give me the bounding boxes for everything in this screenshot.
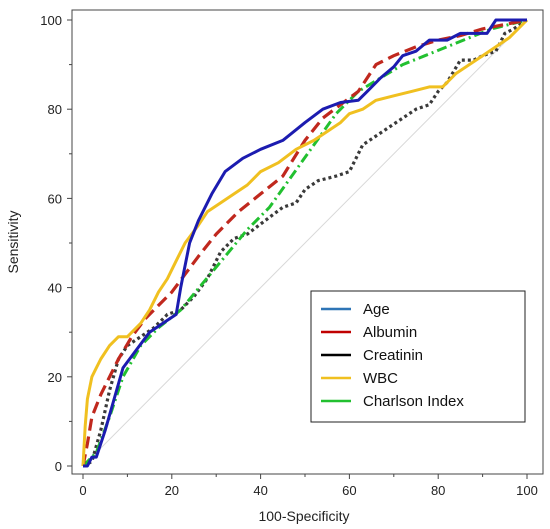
legend: Age Albumin Creatinin WBC Charlson Index: [310, 290, 526, 423]
x-axis-ticks: 0 20 40 60 80 100: [79, 474, 538, 498]
series-layer: [81, 18, 529, 468]
series-line-age: [83, 18, 527, 468]
x-tick-label: 100: [516, 483, 538, 498]
x-tick-label: 60: [342, 483, 356, 498]
legend-label: WBC: [363, 370, 398, 387]
x-axis-label: 100-Specificity: [258, 508, 349, 524]
legend-label: Creatinin: [363, 347, 423, 364]
x-tick-label: 20: [165, 483, 179, 498]
y-tick-label: 60: [48, 191, 62, 206]
legend-label: Charlson Index: [363, 393, 464, 410]
y-axis-ticks: 0 20 40 60 80 100: [40, 13, 72, 474]
series-line-charlson-index: [81, 18, 528, 468]
legend-label: Age: [363, 301, 390, 318]
x-tick-label: 0: [79, 483, 86, 498]
reference-diagonal-line: [82, 19, 528, 467]
y-axis-label: Sensitivity: [5, 210, 21, 273]
y-tick-label: 0: [55, 459, 62, 474]
y-tick-label: 80: [48, 102, 62, 117]
y-tick-label: 40: [48, 281, 62, 296]
y-tick-label: 100: [40, 13, 62, 28]
series-line-wbc: [81, 18, 529, 467]
x-tick-label: 80: [431, 483, 445, 498]
y-tick-label: 20: [48, 370, 62, 385]
x-tick-label: 40: [253, 483, 267, 498]
legend-label: Albumin: [363, 324, 417, 341]
